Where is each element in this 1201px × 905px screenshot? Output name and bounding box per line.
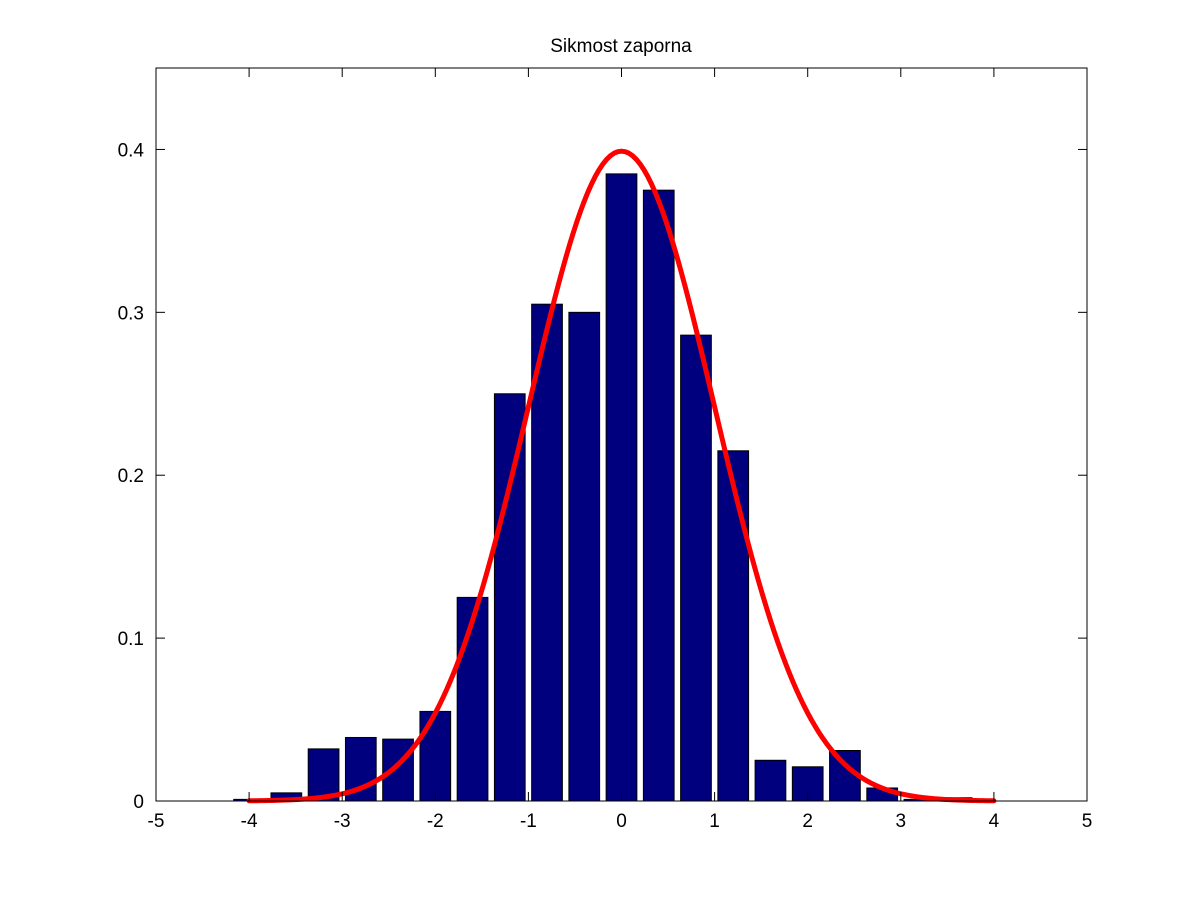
y-tick-label: 0.4 — [118, 140, 145, 161]
curve-layer — [246, 148, 997, 804]
x-tick-label: -4 — [241, 811, 258, 832]
histogram-bar — [754, 759, 787, 802]
histogram-bar — [419, 710, 452, 802]
x-tick-label: -3 — [334, 811, 351, 832]
x-tick-label: 0 — [616, 811, 627, 832]
y-tick-label: 0.3 — [118, 303, 144, 324]
x-tick-label: 3 — [896, 811, 907, 832]
x-tick-label: 4 — [989, 811, 1000, 832]
histogram-bar — [642, 189, 675, 802]
y-tick-label: 0.1 — [118, 629, 144, 650]
x-tick-label: -5 — [148, 811, 165, 832]
histogram-bar — [717, 450, 750, 802]
chart-title: Sikmost zaporna — [550, 36, 692, 57]
histogram-bar — [568, 311, 601, 802]
x-tick-label: 1 — [709, 811, 720, 832]
histogram-bar — [531, 303, 563, 802]
histogram-bar — [382, 738, 414, 802]
x-tick-label: -2 — [427, 811, 444, 832]
ticks-layer: -5 -4 -3 -2 -1 0 1 2 3 4 5 0 0.1 0.2 0.3 0.4 — [118, 68, 1093, 832]
y-tick-label: 0.2 — [118, 466, 144, 487]
x-tick-label: 5 — [1082, 811, 1093, 832]
normal-pdf-curve — [246, 148, 997, 804]
x-tick-label: 2 — [802, 811, 813, 832]
histogram-bar — [605, 173, 638, 802]
bars-layer — [233, 173, 973, 802]
x-tick-label: -1 — [520, 811, 537, 832]
histogram-bar — [307, 748, 340, 802]
histogram-bar — [493, 393, 526, 802]
histogram-bar — [680, 334, 712, 802]
histogram-bar — [456, 596, 489, 802]
y-tick-label: 0 — [133, 792, 144, 813]
